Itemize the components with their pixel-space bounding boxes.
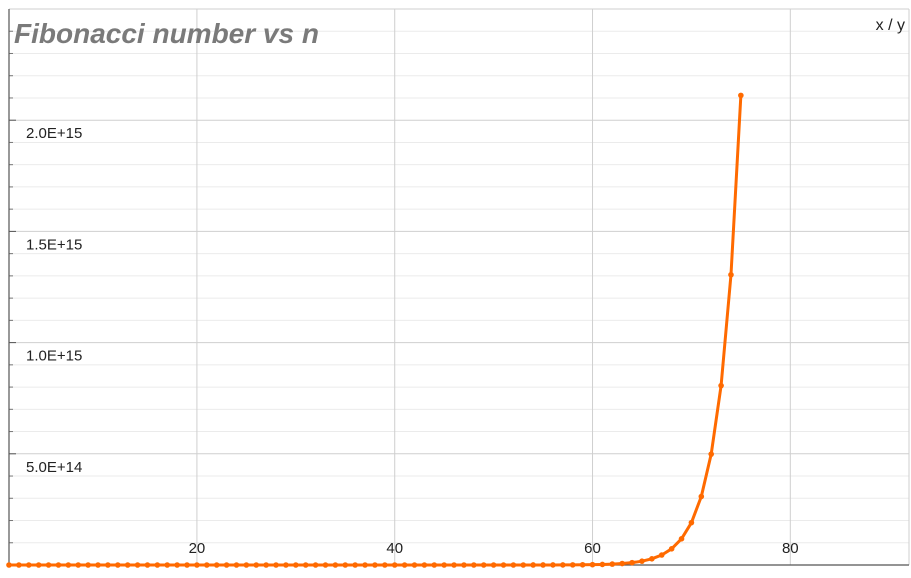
data-point <box>599 561 606 568</box>
data-point <box>480 562 487 568</box>
data-point <box>55 562 62 568</box>
axes <box>8 8 910 566</box>
series-line <box>9 95 743 567</box>
data-point <box>639 558 645 564</box>
data-point <box>233 562 240 568</box>
data-point <box>124 562 131 568</box>
data-point <box>144 562 151 568</box>
major-gridlines <box>9 9 909 565</box>
data-point <box>728 271 734 278</box>
data-point <box>184 562 190 568</box>
data-point <box>35 562 42 568</box>
axis-corner-label: x / y <box>876 17 905 34</box>
data-point <box>65 562 72 568</box>
data-point <box>471 562 477 568</box>
data-point <box>263 562 269 568</box>
data-point <box>658 552 665 558</box>
data-point <box>223 562 230 568</box>
data-point <box>164 562 171 568</box>
data-point <box>273 562 279 568</box>
data-point <box>302 562 309 568</box>
y-tick-label: 1.0E+15 <box>26 348 82 365</box>
data-point <box>649 556 655 562</box>
y-tick-labels: 5.0E+14 1.0E+15 1.5E+15 2.0E+15 <box>26 125 82 476</box>
data-point <box>401 562 408 568</box>
data-point <box>510 562 517 568</box>
y-tick-label: 2.0E+15 <box>26 125 82 142</box>
minor-gridlines <box>9 30 909 544</box>
data-point <box>204 562 210 568</box>
data-point <box>283 562 289 568</box>
data-point <box>243 562 250 568</box>
data-point <box>431 562 438 568</box>
data-point <box>569 562 576 568</box>
data-point <box>421 562 428 568</box>
data-point <box>342 562 349 568</box>
data-point <box>589 561 596 568</box>
chart-title: Fibonacci number vs n <box>14 18 319 49</box>
data-point <box>490 562 497 568</box>
data-point <box>718 382 724 389</box>
data-point <box>25 562 32 568</box>
data-point <box>441 562 447 568</box>
y-tick-label: 5.0E+14 <box>26 459 82 476</box>
data-point <box>530 562 536 568</box>
data-point <box>213 562 220 568</box>
data-point <box>391 562 398 568</box>
data-point <box>134 562 141 568</box>
data-point <box>540 562 546 568</box>
data-point <box>253 562 260 568</box>
data-point <box>708 451 714 457</box>
data-point <box>293 562 299 568</box>
x-tick-label: 40 <box>386 540 403 557</box>
data-point <box>194 562 200 568</box>
data-point <box>461 562 467 568</box>
data-point <box>114 562 121 568</box>
data-point <box>75 562 82 568</box>
data-point <box>520 562 527 568</box>
data-point <box>95 562 101 568</box>
data-point <box>372 562 378 568</box>
data-point <box>550 562 556 568</box>
data-point <box>382 562 388 568</box>
series-layer <box>6 92 744 568</box>
y-tick-label: 1.5E+15 <box>26 236 82 253</box>
x-tick-labels: 20 40 60 80 <box>189 540 799 557</box>
data-point <box>560 562 566 568</box>
data-point <box>500 562 507 568</box>
data-point <box>174 562 180 568</box>
data-point <box>45 562 52 568</box>
data-point <box>698 493 705 500</box>
data-point <box>668 546 675 552</box>
data-point <box>352 562 358 568</box>
x-tick-label: 20 <box>189 540 206 557</box>
data-point <box>451 562 457 568</box>
data-point <box>312 562 319 568</box>
data-point <box>738 92 744 99</box>
data-point <box>688 519 695 526</box>
data-point <box>154 562 161 568</box>
data-point <box>322 562 329 568</box>
data-point <box>6 562 12 568</box>
data-point <box>629 559 635 566</box>
data-point <box>332 562 339 568</box>
data-point <box>16 562 22 568</box>
data-point <box>411 562 418 568</box>
data-point <box>619 560 625 567</box>
data-point <box>362 562 368 568</box>
data-point <box>678 536 685 542</box>
data-point <box>85 562 91 568</box>
data-point <box>105 562 111 568</box>
data-point <box>609 561 616 567</box>
x-tick-label: 80 <box>782 540 799 557</box>
data-point <box>579 561 586 568</box>
x-tick-label: 60 <box>584 540 601 557</box>
